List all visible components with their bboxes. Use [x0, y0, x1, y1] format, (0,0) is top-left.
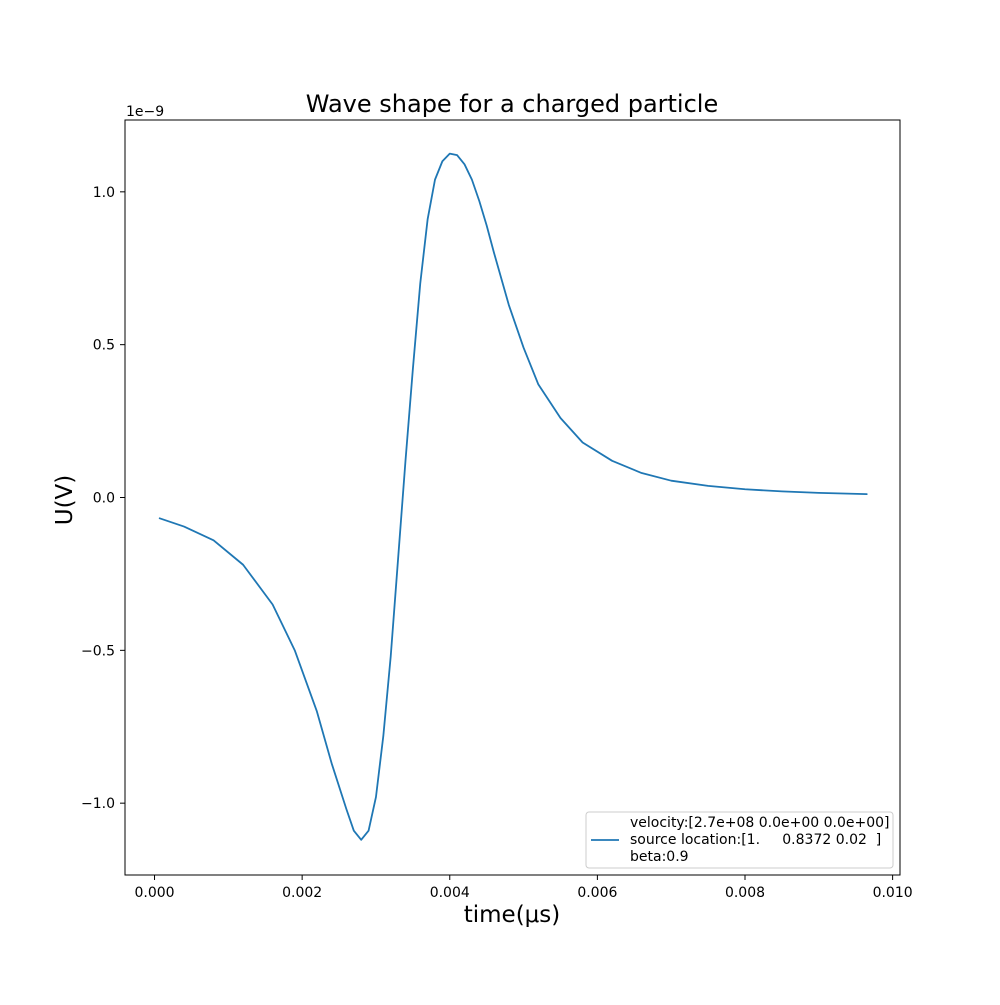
x-axis: 0.000 0.002 0.004 0.006 0.008 0.010 — [134, 875, 913, 901]
x-tick-label: 0.010 — [873, 885, 913, 901]
y-axis: −1.0 −0.5 0.0 0.5 1.0 — [81, 185, 125, 812]
y-tick-label: 0.5 — [93, 338, 115, 354]
y-axis-offset-label: 1e−9 — [126, 104, 164, 120]
x-tick-label: 0.006 — [577, 885, 617, 901]
legend-entry-line: beta:0.9 — [630, 849, 689, 865]
x-tick-label: 0.000 — [134, 885, 174, 901]
y-axis-label: U(V) — [52, 475, 78, 526]
y-tick-label: −1.0 — [81, 796, 115, 812]
legend: velocity:[2.7e+08 0.0e+00 0.0e+00]source… — [585, 811, 894, 869]
x-tick-label: 0.002 — [282, 885, 322, 901]
x-tick-label: 0.008 — [725, 885, 765, 901]
series-line — [158, 152, 868, 841]
x-tick-label: 0.004 — [430, 885, 470, 901]
legend-entry-line: source location:[1. 0.8372 0.02 ] — [630, 832, 881, 848]
chart-title: Wave shape for a charged particle — [306, 90, 718, 118]
plot-area — [158, 152, 868, 841]
x-axis-label: time(μs) — [464, 902, 561, 928]
legend-box — [585, 811, 894, 869]
y-tick-label: 0.0 — [93, 491, 115, 507]
y-tick-label: 1.0 — [93, 185, 115, 201]
y-tick-label: −0.5 — [81, 643, 115, 659]
plot-frame — [124, 119, 901, 876]
legend-entry-line: velocity:[2.7e+08 0.0e+00 0.0e+00] — [630, 815, 890, 831]
